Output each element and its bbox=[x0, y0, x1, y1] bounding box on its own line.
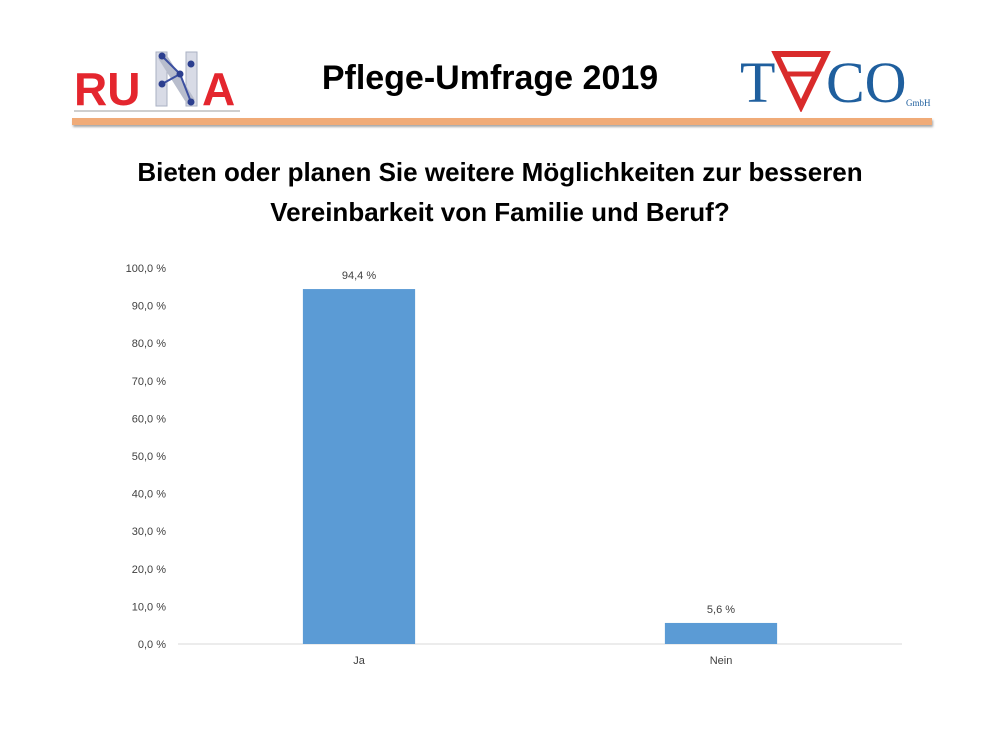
y-tick-label: 10,0 % bbox=[132, 601, 166, 613]
question-heading: Bieten oder planen Sie weitere Möglichke… bbox=[137, 157, 863, 227]
y-tick-label: 100,0 % bbox=[126, 263, 167, 275]
runa-logo: RU A bbox=[70, 44, 246, 114]
svg-text:T: T bbox=[740, 50, 775, 112]
header-divider bbox=[72, 118, 932, 125]
y-tick-label: 40,0 % bbox=[132, 489, 166, 501]
y-tick-label: 60,0 % bbox=[132, 413, 166, 425]
y-tick-label: 0,0 % bbox=[138, 639, 166, 651]
y-tick-label: 20,0 % bbox=[132, 564, 166, 576]
taco-gmbh-label: GmbH bbox=[906, 98, 931, 108]
taco-logo: T CO GmbH bbox=[740, 50, 931, 112]
data-label: 94,4 % bbox=[342, 270, 376, 282]
bar bbox=[664, 622, 778, 644]
y-tick-label: 90,0 % bbox=[132, 301, 166, 313]
svg-text:CO: CO bbox=[826, 50, 907, 112]
x-tick-label: Ja bbox=[353, 655, 366, 667]
y-tick-label: 80,0 % bbox=[132, 338, 166, 350]
data-label: 5,6 % bbox=[707, 604, 735, 616]
y-tick-label: 30,0 % bbox=[132, 526, 166, 538]
runa-n-mark bbox=[155, 51, 198, 107]
y-tick-label: 50,0 % bbox=[132, 451, 166, 463]
taco-a-mark bbox=[771, 51, 831, 112]
page-title: Pflege-Umfrage 2019 bbox=[321, 59, 659, 97]
y-tick-label: 70,0 % bbox=[132, 376, 166, 388]
bar bbox=[302, 289, 416, 644]
svg-text:A: A bbox=[202, 63, 235, 114]
x-tick-label: Nein bbox=[710, 655, 733, 667]
svg-text:RU: RU bbox=[74, 63, 140, 114]
